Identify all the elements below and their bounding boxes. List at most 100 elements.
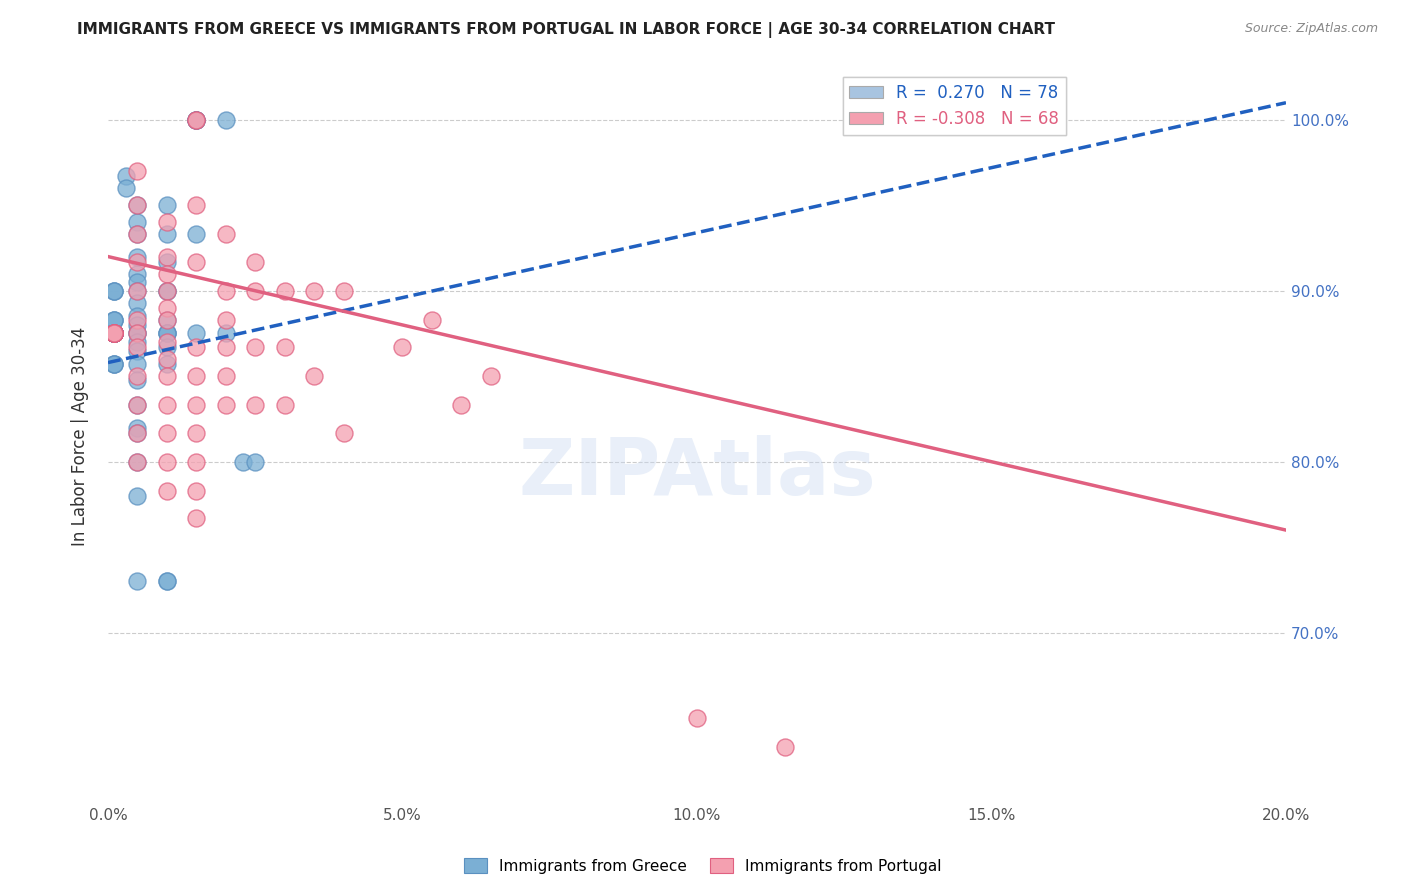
- Point: [245, 398, 267, 412]
- Point: [186, 455, 208, 469]
- Point: [103, 326, 125, 341]
- Point: [103, 357, 125, 371]
- Point: [156, 284, 179, 298]
- Point: [127, 455, 149, 469]
- Point: [103, 326, 125, 341]
- Point: [156, 425, 179, 440]
- Point: [103, 326, 125, 341]
- Point: [127, 326, 149, 341]
- Point: [186, 254, 208, 268]
- Point: [127, 198, 149, 212]
- Point: [103, 326, 125, 341]
- Point: [215, 369, 238, 384]
- Point: [127, 357, 149, 371]
- Point: [127, 369, 149, 384]
- Point: [156, 340, 179, 354]
- Point: [186, 227, 208, 242]
- Point: [103, 326, 125, 341]
- Point: [103, 326, 125, 341]
- Point: [186, 112, 208, 127]
- Point: [103, 284, 125, 298]
- Point: [103, 326, 125, 341]
- Point: [156, 198, 179, 212]
- Point: [103, 326, 125, 341]
- Point: [186, 112, 208, 127]
- Point: [450, 398, 472, 412]
- Point: [156, 369, 179, 384]
- Point: [245, 284, 267, 298]
- Point: [127, 326, 149, 341]
- Point: [103, 326, 125, 341]
- Point: [186, 340, 208, 354]
- Point: [103, 326, 125, 341]
- Point: [127, 295, 149, 310]
- Point: [156, 398, 179, 412]
- Point: [215, 326, 238, 341]
- Point: [302, 369, 325, 384]
- Point: [156, 357, 179, 371]
- Point: [103, 357, 125, 371]
- Point: [103, 313, 125, 327]
- Point: [186, 112, 208, 127]
- Point: [127, 340, 149, 354]
- Point: [127, 227, 149, 242]
- Point: [103, 326, 125, 341]
- Point: [391, 340, 413, 354]
- Point: [156, 455, 179, 469]
- Point: [245, 340, 267, 354]
- Point: [127, 275, 149, 289]
- Point: [420, 313, 443, 327]
- Point: [302, 284, 325, 298]
- Point: [103, 313, 125, 327]
- Point: [127, 334, 149, 349]
- Point: [103, 326, 125, 341]
- Point: [245, 254, 267, 268]
- Point: [127, 574, 149, 589]
- Point: [114, 181, 136, 195]
- Point: [127, 343, 149, 358]
- Point: [186, 398, 208, 412]
- Point: [156, 267, 179, 281]
- Point: [127, 420, 149, 434]
- Point: [103, 326, 125, 341]
- Point: [103, 326, 125, 341]
- Point: [127, 267, 149, 281]
- Point: [127, 318, 149, 332]
- Point: [186, 483, 208, 498]
- Point: [127, 373, 149, 387]
- Point: [103, 326, 125, 341]
- Point: [215, 227, 238, 242]
- Point: [103, 326, 125, 341]
- Point: [103, 326, 125, 341]
- Point: [156, 574, 179, 589]
- Point: [273, 340, 295, 354]
- Y-axis label: In Labor Force | Age 30-34: In Labor Force | Age 30-34: [72, 326, 89, 546]
- Point: [127, 313, 149, 327]
- Point: [186, 511, 208, 525]
- Point: [186, 326, 208, 341]
- Point: [156, 352, 179, 367]
- Point: [127, 398, 149, 412]
- Point: [127, 425, 149, 440]
- Point: [127, 215, 149, 229]
- Point: [156, 326, 179, 341]
- Point: [156, 574, 179, 589]
- Point: [127, 310, 149, 324]
- Point: [156, 227, 179, 242]
- Point: [127, 254, 149, 268]
- Point: [103, 326, 125, 341]
- Text: Source: ZipAtlas.com: Source: ZipAtlas.com: [1244, 22, 1378, 36]
- Point: [103, 326, 125, 341]
- Legend: R =  0.270   N = 78, R = -0.308   N = 68: R = 0.270 N = 78, R = -0.308 N = 68: [842, 77, 1066, 135]
- Point: [103, 284, 125, 298]
- Point: [186, 112, 208, 127]
- Point: [103, 326, 125, 341]
- Point: [103, 326, 125, 341]
- Point: [215, 313, 238, 327]
- Point: [156, 313, 179, 327]
- Point: [156, 326, 179, 341]
- Legend: Immigrants from Greece, Immigrants from Portugal: Immigrants from Greece, Immigrants from …: [458, 852, 948, 880]
- Text: ZIPAtlas: ZIPAtlas: [519, 434, 876, 511]
- Point: [103, 326, 125, 341]
- Point: [186, 112, 208, 127]
